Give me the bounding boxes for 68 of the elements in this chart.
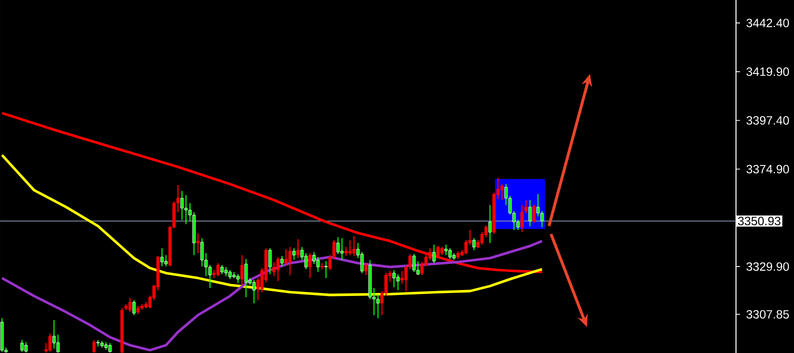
candlestick <box>316 256 320 272</box>
candlestick <box>364 262 368 276</box>
candlestick <box>52 320 56 350</box>
y-tick-label: 3329.90 <box>746 262 789 271</box>
candlestick <box>312 252 316 264</box>
candlestick <box>532 204 536 224</box>
candlestick <box>344 246 348 256</box>
candlestick <box>308 252 312 279</box>
line-series <box>0 240 544 352</box>
candlestick <box>216 262 220 277</box>
y-tick-label: 3442.40 <box>746 18 789 28</box>
candlestick <box>540 210 544 228</box>
candlestick <box>500 184 504 201</box>
candlestick <box>164 254 168 267</box>
candlestick <box>412 254 416 272</box>
candlestick <box>20 339 24 352</box>
candlestick <box>200 238 204 267</box>
candlestick <box>284 248 288 266</box>
candlestick <box>488 204 492 244</box>
candlestick <box>448 248 452 260</box>
candlestick <box>396 274 400 291</box>
candlestick <box>536 194 540 218</box>
candlestick <box>304 252 308 270</box>
candlestick <box>432 244 436 264</box>
candlestick <box>352 236 356 256</box>
candlestick <box>276 256 280 282</box>
candlestick <box>132 300 136 316</box>
candlestick <box>436 245 440 259</box>
candlestick <box>196 232 200 254</box>
candlestick <box>340 238 344 260</box>
ref-line-label: 3350.93 <box>738 216 780 226</box>
candlestick <box>392 270 396 288</box>
candlestick <box>220 264 224 275</box>
candlestick <box>360 252 364 274</box>
candlestick <box>128 297 132 313</box>
candlestick <box>180 190 184 220</box>
candlestick <box>252 280 256 304</box>
candlestick <box>400 270 404 284</box>
candlestick <box>288 246 292 276</box>
candlestick <box>520 204 524 233</box>
candlestick <box>108 342 112 353</box>
candlestick <box>292 248 296 260</box>
candlestick <box>160 248 164 267</box>
candlestick <box>280 255 284 267</box>
line-series <box>0 154 544 296</box>
candlestick <box>444 244 448 256</box>
candlestick <box>376 294 380 319</box>
candlestick <box>184 194 188 225</box>
y-tick-label: 3374.90 <box>746 164 789 174</box>
y-tick-label: 3397.40 <box>746 116 789 125</box>
candlestick <box>24 342 28 353</box>
candlestick <box>240 254 244 286</box>
candlestick <box>224 266 228 277</box>
candlestick <box>336 236 340 255</box>
candlestick <box>268 248 272 275</box>
candlestick <box>464 240 468 255</box>
candlestick <box>296 238 300 259</box>
y-tick-label: 3307.85 <box>746 310 789 319</box>
candlestick <box>228 270 232 280</box>
candlestick <box>524 200 528 214</box>
candlestick <box>48 332 52 352</box>
candlestick <box>272 262 276 277</box>
candlestick <box>528 200 532 227</box>
y-tick-label: 3419.90 <box>746 67 789 76</box>
candlestick <box>472 238 476 251</box>
candlestick <box>348 240 352 256</box>
candlestick <box>324 260 328 279</box>
candlestick <box>244 258 248 298</box>
